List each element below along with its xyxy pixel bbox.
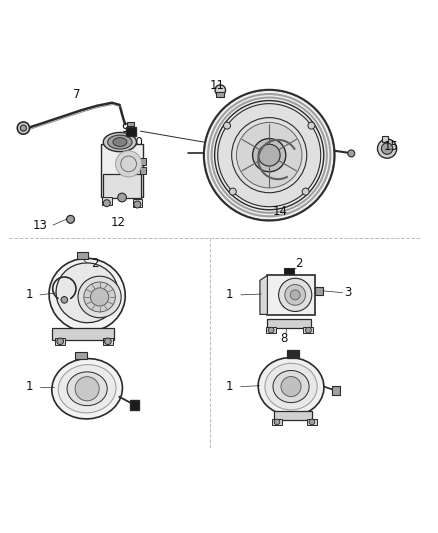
Text: 8: 8	[280, 332, 287, 345]
Circle shape	[253, 139, 286, 172]
Circle shape	[309, 419, 315, 425]
Circle shape	[302, 188, 309, 195]
Circle shape	[268, 327, 274, 333]
Text: 14: 14	[272, 205, 288, 219]
Ellipse shape	[108, 135, 132, 149]
Text: 11: 11	[209, 79, 224, 92]
Bar	[102, 197, 112, 205]
Circle shape	[237, 123, 302, 188]
Bar	[267, 275, 315, 314]
Ellipse shape	[273, 370, 309, 402]
Bar	[287, 350, 299, 359]
Bar	[304, 327, 314, 334]
Ellipse shape	[58, 365, 116, 413]
Circle shape	[61, 296, 67, 303]
Bar	[52, 328, 114, 340]
Text: 15: 15	[384, 140, 399, 153]
Circle shape	[308, 122, 315, 129]
Ellipse shape	[258, 358, 324, 416]
Bar	[274, 411, 312, 420]
Circle shape	[105, 338, 111, 345]
Ellipse shape	[285, 285, 306, 305]
Circle shape	[134, 201, 141, 208]
Circle shape	[274, 419, 280, 425]
Circle shape	[17, 122, 29, 134]
Ellipse shape	[265, 364, 317, 410]
Circle shape	[57, 338, 64, 345]
Bar	[272, 419, 282, 425]
Text: 1: 1	[226, 288, 233, 301]
Circle shape	[381, 143, 393, 154]
Text: 2: 2	[91, 256, 98, 270]
Ellipse shape	[78, 276, 121, 318]
Bar	[55, 337, 65, 345]
Bar	[307, 419, 317, 425]
Polygon shape	[260, 276, 267, 314]
Ellipse shape	[91, 288, 109, 306]
Bar	[267, 319, 311, 328]
Circle shape	[218, 103, 321, 207]
Bar	[216, 92, 224, 96]
Bar	[75, 352, 87, 359]
Bar	[127, 122, 134, 126]
Circle shape	[258, 144, 280, 166]
Circle shape	[20, 125, 26, 131]
Bar	[133, 199, 142, 207]
Text: 7: 7	[73, 87, 81, 101]
Text: 2: 2	[295, 256, 302, 270]
Ellipse shape	[75, 377, 99, 401]
Circle shape	[306, 327, 311, 333]
Bar	[141, 167, 146, 174]
Circle shape	[116, 151, 142, 177]
Circle shape	[215, 101, 324, 210]
Text: 1: 1	[25, 288, 33, 301]
Bar	[266, 327, 276, 334]
Ellipse shape	[281, 376, 301, 397]
Ellipse shape	[279, 278, 312, 311]
Bar	[284, 268, 294, 274]
Circle shape	[103, 200, 110, 207]
Bar	[315, 287, 322, 295]
Ellipse shape	[67, 372, 107, 406]
Circle shape	[378, 139, 397, 158]
Bar	[77, 252, 88, 259]
Text: 9: 9	[121, 123, 129, 135]
Circle shape	[223, 122, 230, 129]
Bar	[126, 127, 136, 135]
Ellipse shape	[290, 290, 300, 300]
Bar	[130, 400, 138, 410]
Text: 13: 13	[32, 219, 47, 231]
Text: 1: 1	[25, 380, 33, 393]
Circle shape	[118, 193, 127, 202]
Bar	[332, 386, 340, 395]
Ellipse shape	[56, 263, 118, 322]
Bar	[102, 337, 113, 345]
Ellipse shape	[52, 359, 123, 419]
Circle shape	[67, 215, 74, 223]
Bar	[141, 158, 146, 165]
Bar	[101, 144, 143, 197]
Text: 10: 10	[129, 135, 144, 149]
Ellipse shape	[49, 259, 125, 332]
Bar	[382, 136, 388, 142]
Circle shape	[215, 85, 226, 95]
Text: 12: 12	[111, 216, 126, 229]
Ellipse shape	[113, 138, 127, 147]
Bar	[103, 174, 141, 198]
Ellipse shape	[103, 133, 137, 152]
Text: 3: 3	[344, 286, 351, 299]
Text: 1: 1	[226, 380, 233, 393]
Circle shape	[348, 150, 355, 157]
Ellipse shape	[84, 282, 115, 312]
Circle shape	[204, 90, 335, 221]
Circle shape	[229, 188, 236, 195]
